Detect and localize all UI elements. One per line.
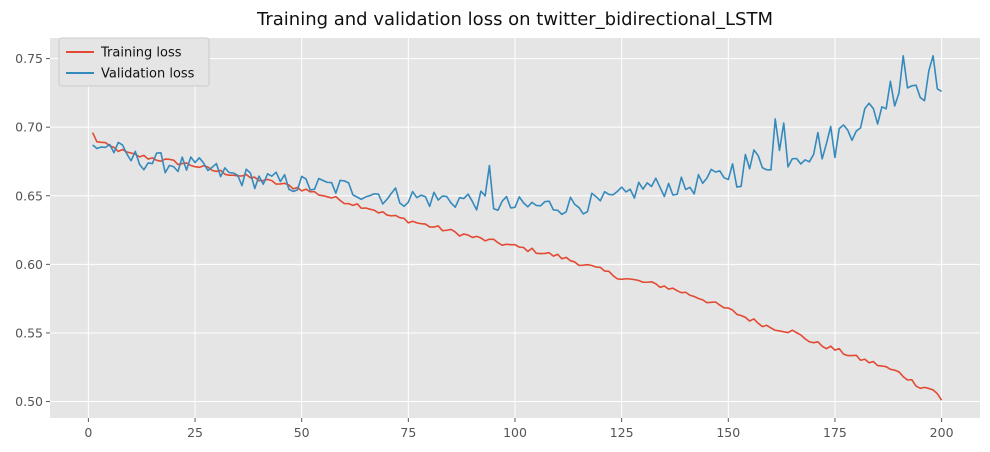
x-tick-label: 25 (187, 425, 203, 440)
x-tick-label: 50 (294, 425, 310, 440)
y-tick-label: 0.70 (15, 120, 43, 135)
x-tick-label: 175 (823, 425, 847, 440)
y-tick-label: 0.65 (15, 188, 43, 203)
y-axis: 0.50 0.55 0.60 0.65 0.70 0.75 (15, 51, 50, 409)
x-tick-label: 150 (716, 425, 740, 440)
grid-lines (50, 38, 980, 418)
x-tick-label: 75 (400, 425, 416, 440)
x-tick-label: 0 (84, 425, 92, 440)
validation-loss-line (92, 55, 943, 216)
x-axis: 0 25 50 75 100 125 150 175 200 (84, 418, 954, 440)
series-layer (91, 55, 943, 401)
x-tick-label: 125 (610, 425, 634, 440)
legend-box (58, 37, 210, 87)
y-tick-label: 0.60 (15, 257, 43, 272)
y-tick-label: 0.75 (15, 51, 43, 66)
x-tick-label: 200 (930, 425, 954, 440)
training-loss-line (91, 132, 943, 401)
legend: Training loss Validation loss (58, 37, 210, 87)
y-tick-label: 0.50 (15, 394, 43, 409)
chart-title: Training and validation loss on twitter_… (256, 9, 773, 30)
y-tick-label: 0.55 (15, 325, 43, 340)
x-tick-label: 100 (503, 425, 527, 440)
legend-label-training: Training loss (100, 46, 182, 61)
legend-label-validation: Validation loss (101, 67, 195, 82)
